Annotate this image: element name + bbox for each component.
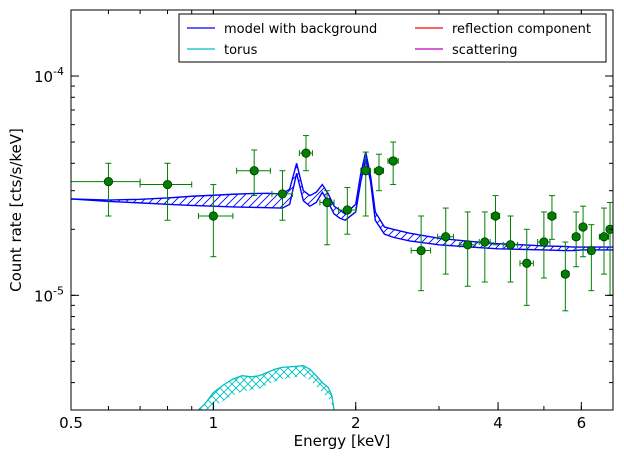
- data-point: [490, 195, 501, 246]
- data-marker: [103, 177, 114, 187]
- data-point: [271, 170, 293, 221]
- model-lower-line: [71, 158, 613, 252]
- y-tick-label: 10-5: [34, 284, 64, 305]
- data-marker: [505, 240, 516, 250]
- data-point: [236, 149, 271, 197]
- data-marker: [560, 269, 570, 279]
- data-point: [578, 205, 588, 258]
- data-point: [478, 211, 491, 283]
- data-point: [387, 141, 399, 186]
- data-point: [502, 215, 519, 283]
- torus-band-fill: [198, 365, 335, 410]
- data-points: [71, 135, 613, 312]
- data-marker: [463, 240, 473, 250]
- torus-upper-line: [198, 364, 335, 410]
- y-tick-labels: 10-5 10-4: [34, 65, 64, 305]
- data-marker: [547, 211, 557, 221]
- data-point: [319, 190, 335, 246]
- data-marker: [578, 222, 588, 232]
- data-point: [547, 195, 557, 240]
- data-marker: [162, 179, 173, 190]
- data-marker: [599, 232, 609, 242]
- legend-label-scattering: scattering: [452, 43, 518, 58]
- data-marker: [416, 245, 426, 256]
- data-point: [139, 162, 193, 221]
- data-marker: [301, 148, 311, 158]
- data-marker: [571, 232, 581, 242]
- data-point: [197, 184, 234, 258]
- torus-band: [198, 364, 335, 410]
- x-tick-labels: 0.5 1 2 4 6: [59, 414, 586, 432]
- data-point: [410, 215, 432, 292]
- data-marker: [277, 189, 288, 199]
- x-tick-label: 6: [577, 414, 587, 432]
- y-tick-label: 10-4: [34, 65, 64, 86]
- data-marker: [441, 232, 451, 242]
- data-marker: [342, 205, 352, 215]
- data-point: [598, 207, 610, 275]
- x-axis-label: Energy [keV]: [294, 432, 391, 450]
- plot-frame: [70, 9, 614, 411]
- x-tick-label: 2: [351, 414, 361, 432]
- data-point: [298, 135, 313, 172]
- data-point: [338, 187, 357, 235]
- y-axis-label: Count rate [cts/s/keV]: [7, 128, 25, 292]
- data-point: [437, 207, 455, 275]
- data-marker: [586, 245, 596, 256]
- data-point: [519, 228, 534, 306]
- model-band-fill: [71, 152, 613, 251]
- data-point: [537, 211, 551, 279]
- data-marker: [322, 197, 332, 208]
- legend: model with background reflection compone…: [178, 13, 607, 63]
- data-marker: [539, 237, 549, 247]
- x-tick-label: 0.5: [59, 414, 83, 432]
- data-point: [571, 211, 581, 268]
- data-marker: [208, 211, 218, 221]
- model-upper-line: [71, 151, 613, 248]
- data-point: [459, 211, 476, 287]
- x-tick-label: 4: [493, 414, 503, 432]
- data-marker: [480, 237, 490, 247]
- data-marker: [388, 156, 398, 166]
- legend-label-reflection: reflection component: [452, 22, 591, 37]
- data-point: [373, 153, 385, 192]
- data-point: [360, 151, 372, 217]
- data-marker: [490, 211, 501, 221]
- legend-label-torus: torus: [224, 43, 258, 58]
- data-marker: [361, 166, 371, 176]
- legend-box: [178, 13, 607, 63]
- data-marker: [522, 258, 532, 268]
- data-marker: [249, 166, 259, 176]
- data-point: [560, 241, 570, 312]
- x-tick-label: 1: [209, 414, 219, 432]
- data-point: [586, 224, 596, 292]
- legend-label-model: model with background: [224, 22, 377, 37]
- data-marker: [374, 166, 384, 176]
- model-band: [71, 151, 613, 252]
- axis-ticks: [70, 9, 614, 411]
